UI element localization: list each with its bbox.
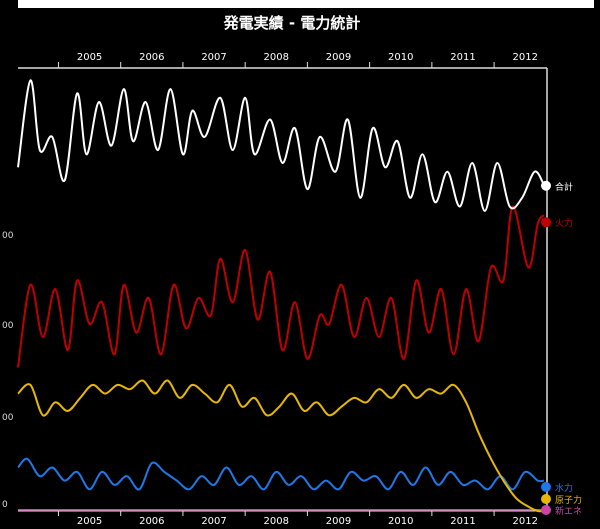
x-tick-label-bottom: 2007	[201, 516, 226, 527]
y-tick-label: 00	[2, 321, 14, 331]
legend-label-nuclear: 原子力	[555, 494, 582, 506]
x-tick-label-top: 2008	[264, 52, 289, 63]
x-tick-label-top: 2009	[326, 52, 351, 63]
legend-label-total: 合計	[555, 181, 573, 193]
legend-marker-total	[541, 180, 551, 191]
legend-marker-thermal	[541, 217, 551, 228]
x-tick-label-top: 2005	[77, 52, 102, 63]
legend-label-solar: 新エネ	[555, 505, 582, 517]
x-tick-label-top: 2012	[512, 52, 537, 63]
plot-frame	[18, 67, 548, 512]
x-tick-label-top: 2010	[388, 52, 413, 63]
legend-label-thermal: 火力	[555, 217, 573, 229]
legend-marker-solar	[541, 505, 551, 515]
x-axis-bottom: 2005 2006 2007 2008 2009 2010 2011 2012	[57, 511, 538, 527]
x-tick-label-top: 2006	[139, 52, 164, 63]
legend-marker-nuclear	[541, 494, 551, 504]
series-layer	[17, 79, 545, 513]
x-tick-label-top: 2007	[201, 52, 226, 63]
x-tick-label-bottom: 2011	[450, 516, 475, 527]
legend-marker-hydro	[541, 482, 551, 492]
x-tick-label-bottom: 2008	[264, 516, 289, 527]
series-line-nuclear	[17, 379, 544, 513]
x-tick-label-bottom: 2009	[326, 516, 351, 527]
series-line-total	[17, 79, 545, 212]
y-tick-label: 00	[2, 413, 14, 423]
chart-title: 発電実績 - 電力統計	[223, 14, 361, 32]
x-tick-label-bottom: 2012	[512, 516, 537, 527]
x-tick-label-bottom: 2006	[139, 516, 164, 527]
x-tick-label-bottom: 2010	[388, 516, 413, 527]
y-tick-label: 0	[2, 500, 8, 510]
y-tick-label: 00	[2, 231, 14, 241]
x-tick-label-top: 2011	[450, 52, 475, 63]
x-tick-label-bottom: 2005	[77, 516, 102, 527]
x-axis-top: 2005 2006 2007 2008 2009 2010 2011 2012	[57, 52, 538, 68]
legend-label-hydro: 水力	[555, 482, 573, 494]
series-line-hydro	[17, 457, 545, 491]
series-line-thermal	[17, 205, 545, 368]
title-stripe	[18, 0, 594, 8]
